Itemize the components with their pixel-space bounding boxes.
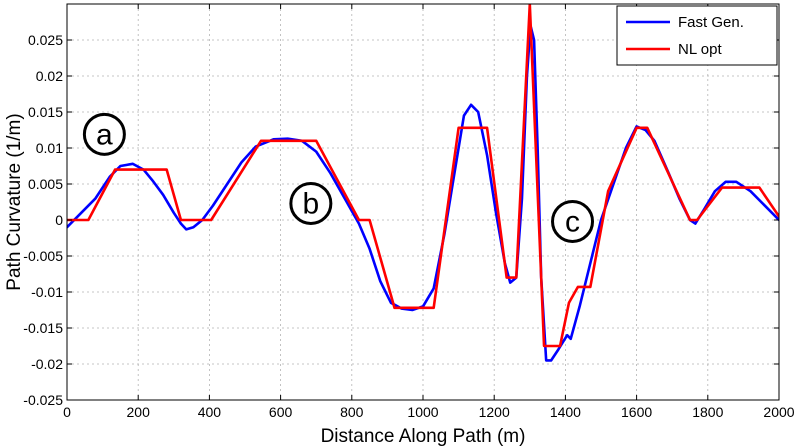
y-tick-label: -0.025 [23,392,63,408]
y-tick-label: 0 [55,212,63,228]
y-tick-label: 0.02 [36,68,63,84]
series-line-fast-gen [67,24,779,362]
annotation-label-c: c [565,205,580,238]
y-tick-label: -0.02 [31,356,63,372]
y-tick-label: 0.025 [28,32,63,48]
annotation-label-b: b [303,187,320,220]
x-tick-label: 1200 [479,404,510,420]
series-lines [67,4,779,362]
y-tick-label: -0.015 [23,320,63,336]
y-tick-label: 0.015 [28,104,63,120]
x-axis-label: Distance Along Path (m) [321,426,526,447]
x-tick-label: 2000 [763,404,794,420]
x-tick-label: 600 [269,404,293,420]
legend: Fast Gen. NL opt [616,5,778,66]
y-tick-label: -0.005 [23,248,63,264]
annotation-circle-a [82,112,126,156]
x-tick-label: 1400 [550,404,581,420]
x-tick-label: 0 [63,404,71,420]
ticks: 0 200 400 600 800 1000 1200 1400 1600 1800 2000 -0.… [23,4,795,420]
annotation-circle-c [551,199,595,243]
x-tick-label: 200 [127,404,151,420]
x-tick-label: 1600 [621,404,652,420]
x-tick-label: 1000 [407,404,438,420]
legend-label-nl-opt: NL opt [678,41,722,58]
grid [66,4,780,401]
x-tick-label: 1800 [692,404,723,420]
annotations: a b c [82,112,595,243]
legend-box [616,5,778,66]
legend-label-fast-gen: Fast Gen. [678,14,744,31]
y-tick-label: 0.01 [36,140,63,156]
annotation-circle-b [289,181,333,225]
annotation-label-a: a [96,118,113,151]
series-line-nl-opt [67,4,779,348]
y-tick-label: -0.01 [31,284,63,300]
x-tick-label: 800 [340,404,364,420]
y-tick-label: 0.005 [28,176,63,192]
x-tick-label: 400 [198,404,222,420]
y-axis-label: Path Curvature (1/m) [4,113,25,290]
